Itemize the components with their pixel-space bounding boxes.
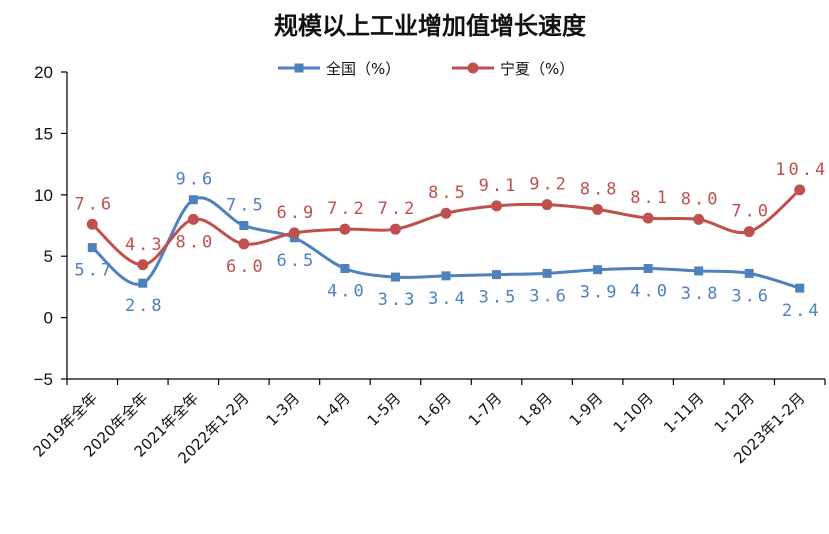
data-point-marker bbox=[794, 184, 806, 196]
data-point-marker bbox=[137, 259, 149, 271]
legend-marker bbox=[467, 62, 479, 74]
data-point-marker bbox=[541, 199, 553, 211]
y-tick-label: 10 bbox=[34, 186, 53, 205]
data-point-marker bbox=[441, 271, 451, 281]
legend-label: 宁夏（%） bbox=[500, 60, 574, 78]
data-point-marker bbox=[795, 283, 805, 293]
data-label: 8.1 bbox=[630, 188, 670, 208]
data-point-marker bbox=[592, 204, 604, 216]
data-point-marker bbox=[339, 223, 351, 235]
data-label: 9.2 bbox=[529, 175, 569, 195]
data-point-marker bbox=[389, 223, 401, 235]
data-point-marker bbox=[239, 221, 249, 230]
data-point-marker bbox=[743, 226, 755, 238]
data-point-marker bbox=[542, 268, 552, 278]
data-point-marker bbox=[440, 207, 452, 219]
data-point-marker bbox=[492, 270, 502, 280]
data-label: 5.7 bbox=[74, 261, 114, 281]
data-point-marker bbox=[390, 272, 400, 282]
data-label: 8.0 bbox=[175, 232, 215, 252]
data-label: 7.2 bbox=[327, 199, 367, 219]
data-label: 7.0 bbox=[731, 202, 771, 222]
y-tick-label: 15 bbox=[34, 124, 53, 143]
data-point-marker bbox=[86, 218, 98, 230]
data-point-marker bbox=[340, 263, 350, 273]
x-tick-label: 1-5月 bbox=[364, 389, 405, 430]
data-point-marker bbox=[87, 243, 97, 253]
series-layer bbox=[86, 184, 806, 293]
chart-title: 规模以上工业增加值增长速度 bbox=[274, 12, 587, 40]
data-point-marker bbox=[642, 212, 654, 224]
data-point-marker bbox=[744, 268, 754, 278]
legend-label: 全国（%） bbox=[326, 60, 400, 78]
data-label: 4.0 bbox=[630, 281, 670, 301]
data-label: 7.5 bbox=[226, 196, 266, 216]
data-label: 9.6 bbox=[175, 170, 215, 190]
data-label: 4.0 bbox=[327, 281, 367, 301]
data-point-marker bbox=[491, 200, 503, 212]
x-tick-label: 1-10月 bbox=[610, 389, 657, 436]
legend: 全国（%） 宁夏（%） bbox=[278, 60, 574, 78]
data-point-marker bbox=[238, 238, 250, 250]
data-label: 3.6 bbox=[529, 286, 569, 306]
y-tick-label: 20 bbox=[34, 63, 53, 82]
data-point-marker bbox=[187, 213, 199, 225]
x-tick-label: 1-11月 bbox=[660, 389, 707, 436]
data-label: 3.3 bbox=[378, 290, 418, 310]
data-label: 3.8 bbox=[681, 284, 721, 304]
data-label: 3.9 bbox=[580, 283, 620, 303]
x-tick-label: 1-7月 bbox=[465, 389, 506, 430]
data-label: 6.9 bbox=[277, 203, 317, 223]
data-label: 7.6 bbox=[74, 194, 114, 214]
x-tick-label: 1-9月 bbox=[566, 389, 607, 430]
data-labels-layer: 5.7 2.8 9.6 7.5 6.5 4.0 3.3 3.4 3.5 3.6 3.9 4.0 3.8 3… bbox=[74, 160, 828, 321]
axes: −5051015202019年全年2020年全年2021年全年2022年1-2月… bbox=[30, 63, 826, 467]
data-point-marker bbox=[138, 278, 148, 288]
x-tick-label: 1-8月 bbox=[515, 389, 556, 430]
data-label: 3.5 bbox=[479, 288, 519, 308]
data-label: 7.2 bbox=[378, 199, 418, 219]
data-label: 2.4 bbox=[782, 301, 822, 321]
data-point-marker bbox=[288, 227, 300, 239]
data-point-marker bbox=[694, 266, 704, 276]
legend-marker bbox=[294, 63, 304, 73]
y-tick-label: 5 bbox=[44, 247, 53, 266]
data-point-marker bbox=[693, 213, 705, 225]
data-point-marker bbox=[643, 263, 653, 273]
data-point-marker bbox=[593, 265, 603, 275]
x-tick-label: 1-3月 bbox=[263, 389, 304, 430]
data-label: 9.1 bbox=[479, 176, 519, 196]
x-tick-label: 1-12月 bbox=[711, 389, 758, 436]
y-tick-label: 0 bbox=[44, 309, 53, 328]
data-label: 2.8 bbox=[125, 296, 165, 316]
data-label: 6.5 bbox=[277, 251, 317, 271]
y-tick-label: −5 bbox=[34, 370, 53, 389]
data-label: 8.0 bbox=[681, 189, 721, 209]
x-tick-label: 1-6月 bbox=[414, 389, 455, 430]
data-label: 3.4 bbox=[428, 289, 468, 309]
data-label: 8.8 bbox=[580, 180, 620, 200]
x-tick-label: 1-4月 bbox=[313, 389, 354, 430]
data-label: 4.3 bbox=[125, 235, 165, 255]
data-label: 3.6 bbox=[731, 286, 771, 306]
data-label: 8.5 bbox=[428, 183, 468, 203]
data-point-marker bbox=[188, 195, 198, 205]
data-label: 6.0 bbox=[226, 257, 266, 277]
data-label: 10.4 bbox=[775, 160, 828, 180]
